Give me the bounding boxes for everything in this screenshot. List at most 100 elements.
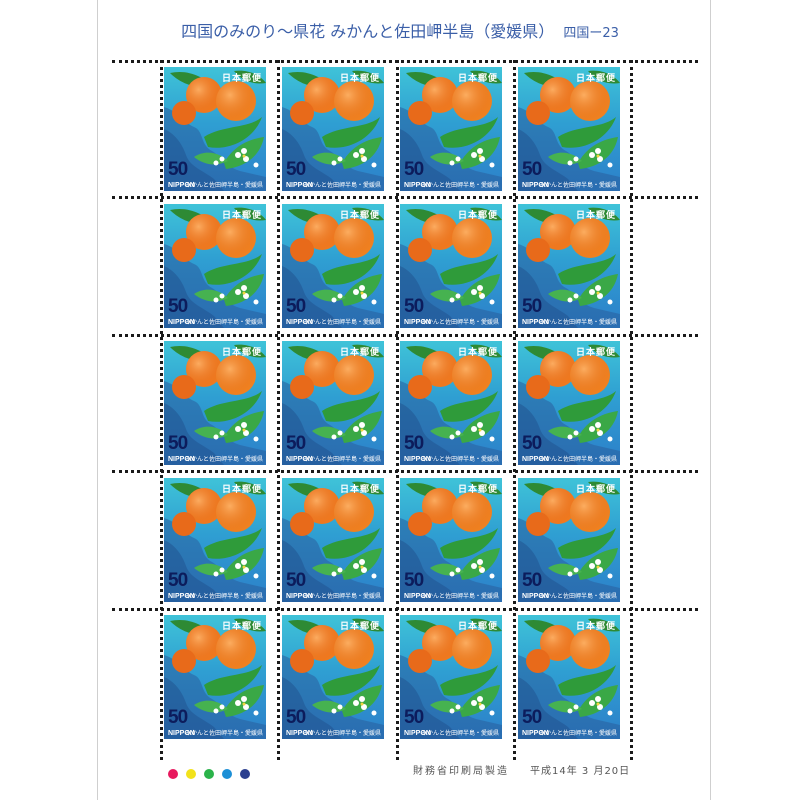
stamp-artwork (164, 344, 266, 465)
stamp-artwork (282, 70, 384, 191)
stamp-caption: みかんと佐田岬半島・愛媛県 (420, 730, 499, 737)
stamp-country-en: NIPPON (522, 319, 549, 326)
stamp-country-en: NIPPON (168, 319, 195, 326)
color-mark (222, 769, 232, 779)
perforation-column (513, 60, 516, 760)
stamp-artwork (164, 481, 266, 602)
stamp-value: 50 (168, 159, 188, 180)
stamp-artwork (164, 207, 266, 328)
stamp-value: 50 (522, 159, 542, 180)
color-mark (240, 769, 250, 779)
stamp: 日本郵便 50 NIPPON みかんと佐田岬半島・愛媛県 (400, 341, 502, 465)
color-mark (186, 769, 196, 779)
stamp: 日本郵便 50 NIPPON みかんと佐田岬半島・愛媛県 (164, 204, 266, 328)
stamp: 日本郵便 50 NIPPON みかんと佐田岬半島・愛媛県 (164, 67, 266, 191)
stamp-artwork (282, 618, 384, 739)
stamp-caption: みかんと佐田岬半島・愛媛県 (302, 319, 381, 326)
stamp-value: 50 (404, 296, 424, 317)
stamp-country-en: NIPPON (404, 456, 431, 463)
sheet-series-number: 四国ー23 (563, 26, 619, 41)
stamp: 日本郵便 50 NIPPON みかんと佐田岬半島・愛媛県 (282, 67, 384, 191)
color-mark (168, 769, 178, 779)
stamp-value: 50 (168, 296, 188, 317)
stamp: 日本郵便 50 NIPPON みかんと佐田岬半島・愛媛県 (282, 204, 384, 328)
stamp-country-jp: 日本郵便 (575, 348, 616, 358)
stamp-value: 50 (286, 433, 306, 454)
stamp-caption: みかんと佐田岬半島・愛媛県 (302, 182, 381, 189)
stamp: 日本郵便 50 NIPPON みかんと佐田岬半島・愛媛県 (282, 615, 384, 739)
stamp-country-jp: 日本郵便 (339, 348, 380, 358)
perforation-column (630, 60, 633, 760)
stamp: 日本郵便 50 NIPPON みかんと佐田岬半島・愛媛県 (164, 341, 266, 465)
stamp-artwork (282, 344, 384, 465)
stamp-caption: みかんと佐田岬半島・愛媛県 (420, 319, 499, 326)
stamp: 日本郵便 50 NIPPON みかんと佐田岬半島・愛媛県 (400, 615, 502, 739)
printer-imprint: 財務省印刷局製造 (413, 766, 509, 777)
stamp-value: 50 (404, 707, 424, 728)
stamp: 日本郵便 50 NIPPON みかんと佐田岬半島・愛媛県 (518, 615, 620, 739)
stamp-caption: みかんと佐田岬半島・愛媛県 (184, 456, 263, 463)
stamp-country-en: NIPPON (404, 182, 431, 189)
stamp-country-en: NIPPON (522, 593, 549, 600)
stamp-country-jp: 日本郵便 (339, 485, 380, 495)
stamp-value: 50 (168, 707, 188, 728)
stamp-country-en: NIPPON (404, 593, 431, 600)
stamp-country-en: NIPPON (286, 730, 313, 737)
stamp-country-en: NIPPON (168, 456, 195, 463)
stamp-value: 50 (522, 296, 542, 317)
stamp-country-jp: 日本郵便 (339, 74, 380, 84)
stamp-country-en: NIPPON (286, 456, 313, 463)
perforation-row (112, 334, 698, 337)
stamp-caption: みかんと佐田岬半島・愛媛県 (302, 730, 381, 737)
stamp-country-en: NIPPON (168, 182, 195, 189)
stamp-value: 50 (404, 433, 424, 454)
stamp: 日本郵便 50 NIPPON みかんと佐田岬半島・愛媛県 (518, 67, 620, 191)
stamp-country-jp: 日本郵便 (575, 74, 616, 84)
stamp: 日本郵便 50 NIPPON みかんと佐田岬半島・愛媛県 (164, 478, 266, 602)
stamp-country-jp: 日本郵便 (457, 211, 498, 221)
stamp-caption: みかんと佐田岬半島・愛媛県 (302, 456, 381, 463)
stamp-caption: みかんと佐田岬半島・愛媛県 (420, 456, 499, 463)
stamp-artwork (164, 618, 266, 739)
stamp-value: 50 (522, 570, 542, 591)
sheet-title-main: 四国のみのり〜県花 みかんと佐田岬半島（愛媛県） (181, 22, 555, 41)
stamp-artwork (400, 207, 502, 328)
stamp-country-en: NIPPON (522, 730, 549, 737)
stamp-value: 50 (286, 159, 306, 180)
stamp-country-en: NIPPON (404, 319, 431, 326)
stamp-country-jp: 日本郵便 (457, 622, 498, 632)
stamp-value: 50 (286, 707, 306, 728)
stamp-artwork (400, 344, 502, 465)
stamp-value: 50 (286, 570, 306, 591)
stamp-country-jp: 日本郵便 (457, 348, 498, 358)
stamp-country-jp: 日本郵便 (221, 622, 262, 632)
stamp: 日本郵便 50 NIPPON みかんと佐田岬半島・愛媛県 (400, 204, 502, 328)
stamp-value: 50 (168, 570, 188, 591)
stamp-artwork (400, 618, 502, 739)
stamp: 日本郵便 50 NIPPON みかんと佐田岬半島・愛媛県 (518, 204, 620, 328)
stamp-value: 50 (168, 433, 188, 454)
stamp-caption: みかんと佐田岬半島・愛媛県 (538, 182, 617, 189)
stamp-artwork (518, 344, 620, 465)
stamp-caption: みかんと佐田岬半島・愛媛県 (302, 593, 381, 600)
stamp-caption: みかんと佐田岬半島・愛媛県 (184, 730, 263, 737)
stamp: 日本郵便 50 NIPPON みかんと佐田岬半島・愛媛県 (282, 478, 384, 602)
stamp-value: 50 (522, 707, 542, 728)
stamp-artwork (282, 481, 384, 602)
stamp-caption: みかんと佐田岬半島・愛媛県 (184, 593, 263, 600)
stamp-country-en: NIPPON (522, 456, 549, 463)
perforation-row (112, 60, 698, 63)
stamp-country-en: NIPPON (286, 319, 313, 326)
stamp-caption: みかんと佐田岬半島・愛媛県 (420, 593, 499, 600)
stamp-artwork (282, 207, 384, 328)
stamp-value: 50 (286, 296, 306, 317)
stamp: 日本郵便 50 NIPPON みかんと佐田岬半島・愛媛県 (282, 341, 384, 465)
stamp-caption: みかんと佐田岬半島・愛媛県 (538, 319, 617, 326)
stamp-caption: みかんと佐田岬半島・愛媛県 (538, 593, 617, 600)
stamp-artwork (164, 70, 266, 191)
stamp-artwork (518, 207, 620, 328)
stamp-value: 50 (404, 570, 424, 591)
stamp-caption: みかんと佐田岬半島・愛媛県 (184, 319, 263, 326)
perforation-column (277, 60, 280, 760)
perforation-row (112, 470, 698, 473)
